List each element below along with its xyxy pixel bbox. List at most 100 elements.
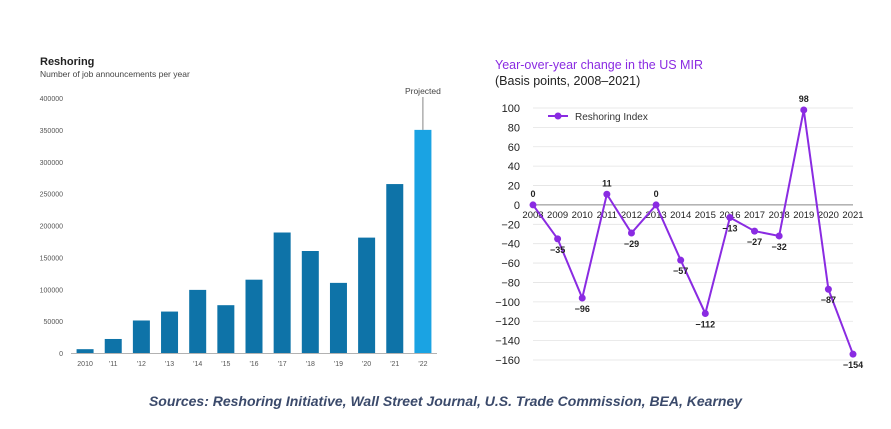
y-tick-label: 400000 (40, 96, 63, 103)
mir-line-chart: Year-over-year change in the US MIR (Bas… (495, 58, 864, 370)
data-point (824, 285, 832, 293)
data-point (849, 350, 857, 358)
bar (132, 320, 150, 353)
y-tick-label: −20 (501, 219, 520, 231)
x-tick-label: 2008 (522, 210, 543, 221)
y-tick-label: 100000 (40, 287, 63, 294)
y-tick-label: −120 (495, 316, 520, 328)
data-label: 0 (530, 189, 535, 199)
bar (414, 129, 432, 353)
x-tick-label: 2021 (842, 210, 863, 221)
data-label: −13 (722, 224, 737, 234)
legend-label: Reshoring Index (575, 112, 648, 123)
y-tick-label: 0 (59, 351, 63, 358)
y-tick-label: 80 (508, 122, 520, 134)
y-tick-label: 100 (502, 103, 520, 115)
x-tick-label: '16 (249, 361, 258, 368)
source-note: Sources: Reshoring Initiative, Wall Stre… (148, 393, 743, 409)
data-point (726, 214, 734, 222)
bar (104, 338, 122, 353)
data-point (627, 229, 635, 237)
x-tick-label: 2014 (670, 210, 691, 221)
y-tick-label: 200000 (40, 224, 63, 231)
data-point (578, 294, 586, 302)
y-tick-label: 50000 (44, 319, 64, 326)
x-tick-label: '21 (390, 361, 399, 368)
x-tick-label: 2010 (572, 210, 593, 221)
x-tick-label: '15 (221, 361, 230, 368)
y-tick-label: −140 (495, 336, 520, 348)
reshoring-index-line (532, 109, 854, 355)
y-tick-label: 60 (508, 142, 520, 154)
x-tick-label: '20 (362, 361, 371, 368)
data-point (554, 235, 562, 243)
data-point (775, 232, 783, 240)
line-chart-title: Year-over-year change in the US MIR (495, 58, 703, 72)
bar (329, 282, 347, 353)
data-label: −32 (772, 242, 787, 252)
x-tick-label: '12 (137, 361, 146, 368)
bar (273, 232, 291, 353)
bar-chart-title: Reshoring (40, 56, 94, 68)
y-tick-label: 0 (514, 200, 520, 212)
x-tick-label: '19 (334, 361, 343, 368)
x-tick-label: 2011 (597, 210, 617, 221)
data-point (529, 201, 537, 209)
x-tick-label: 2020 (818, 210, 839, 221)
data-point (652, 201, 660, 209)
x-tick-label: 2009 (547, 210, 568, 221)
bar (217, 305, 235, 353)
x-tick-label: '17 (278, 361, 287, 368)
x-tick-label: 2010 (77, 361, 93, 368)
bar (161, 311, 179, 353)
legend: Reshoring Index (548, 112, 648, 123)
y-tick-label: −160 (495, 355, 520, 367)
legend-marker (554, 112, 562, 120)
data-point (751, 227, 759, 235)
data-label: −27 (747, 237, 762, 247)
bar-chart-subtitle: Number of job announcements per year (40, 69, 190, 79)
data-label: −87 (821, 295, 836, 305)
data-label: −35 (550, 245, 565, 255)
bar (386, 184, 404, 353)
y-tick-label: 250000 (40, 192, 63, 199)
x-tick-label: 2018 (769, 210, 790, 221)
x-tick-label: 2015 (695, 210, 716, 221)
y-tick-label: −60 (501, 258, 520, 270)
data-label: −96 (575, 304, 590, 314)
data-point (603, 190, 611, 198)
x-tick-label: '18 (306, 361, 315, 368)
y-tick-label: −80 (501, 277, 520, 289)
y-tick-label: −100 (495, 297, 520, 309)
data-point (800, 106, 808, 114)
bar (189, 289, 207, 353)
x-tick-label: 2012 (621, 210, 642, 221)
x-tick-label: '13 (165, 361, 174, 368)
data-point (701, 309, 709, 317)
bar (76, 349, 94, 353)
y-tick-label: −40 (501, 239, 520, 251)
data-label: −57 (673, 266, 688, 276)
line-chart-subtitle: (Basis points, 2008–2021) (495, 74, 640, 88)
y-tick-label: 350000 (40, 128, 63, 135)
data-point (677, 256, 685, 264)
y-tick-label: 150000 (40, 255, 63, 262)
bar (301, 251, 319, 353)
x-tick-label: 2019 (793, 210, 814, 221)
x-tick-label: '11 (109, 361, 118, 368)
reshoring-bar-chart: Reshoring Number of job announcements pe… (40, 56, 442, 368)
x-tick-label: '22 (418, 361, 427, 368)
data-label: 0 (654, 189, 659, 199)
y-tick-label: 20 (508, 181, 520, 193)
data-label: −112 (695, 319, 715, 329)
x-tick-label: 2017 (744, 210, 765, 221)
x-tick-label: '14 (193, 361, 202, 368)
data-label: 11 (602, 178, 612, 188)
data-label: 98 (799, 94, 809, 104)
y-tick-label: 40 (508, 161, 520, 173)
x-tick-label: 2013 (646, 210, 667, 221)
bar (358, 237, 376, 353)
data-label: −29 (624, 239, 639, 249)
bar (245, 279, 263, 353)
